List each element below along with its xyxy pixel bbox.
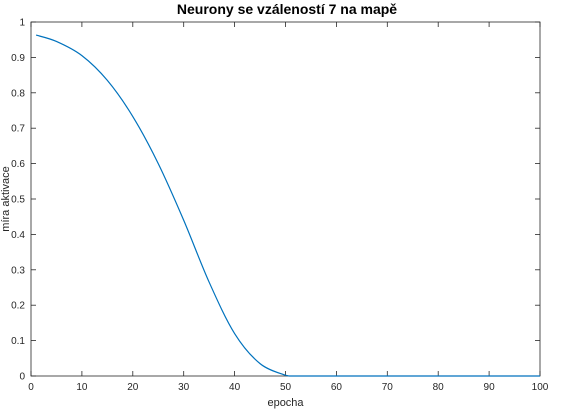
x-tick-label: 40 xyxy=(229,382,241,393)
y-tick-label: 0.3 xyxy=(11,265,25,276)
x-tick-label: 90 xyxy=(484,382,496,393)
x-axis: 0 10 20 30 40 50 60 70 80 90 100 xyxy=(28,22,549,393)
y-tick-label: 0.2 xyxy=(11,301,25,312)
x-tick-label: 10 xyxy=(76,382,88,393)
x-axis-label: epocha xyxy=(267,397,304,409)
y-tick-label: 0.7 xyxy=(11,124,25,135)
y-tick-label: 0.8 xyxy=(11,88,25,99)
x-tick-label: 0 xyxy=(28,382,34,393)
x-tick-label: 50 xyxy=(280,382,292,393)
x-tick-label: 30 xyxy=(178,382,190,393)
y-tick-label: 0.6 xyxy=(11,159,25,170)
y-tick-label: 0.4 xyxy=(11,230,25,241)
y-tick-label: 0.5 xyxy=(11,195,25,206)
x-tick-label: 70 xyxy=(382,382,394,393)
x-tick-label: 100 xyxy=(532,382,549,393)
y-tick-label: 0 xyxy=(19,372,25,383)
x-tick-label: 20 xyxy=(127,382,139,393)
chart-title: Neurony se vzáleností 7 na mapě xyxy=(177,1,397,17)
y-tick-label: 0.9 xyxy=(11,53,25,64)
y-tick-label: 0.1 xyxy=(11,336,25,347)
y-tick-label: 1 xyxy=(19,18,25,29)
plot-area xyxy=(30,21,541,377)
series-line xyxy=(35,34,540,377)
x-tick-label: 80 xyxy=(433,382,445,393)
y-axis: 0 0.1 0.2 0.3 0.4 0.5 0.6 0.7 0.8 0.9 1 xyxy=(11,18,540,383)
y-axis-label: míra aktivace xyxy=(0,166,12,231)
x-tick-label: 60 xyxy=(331,382,343,393)
